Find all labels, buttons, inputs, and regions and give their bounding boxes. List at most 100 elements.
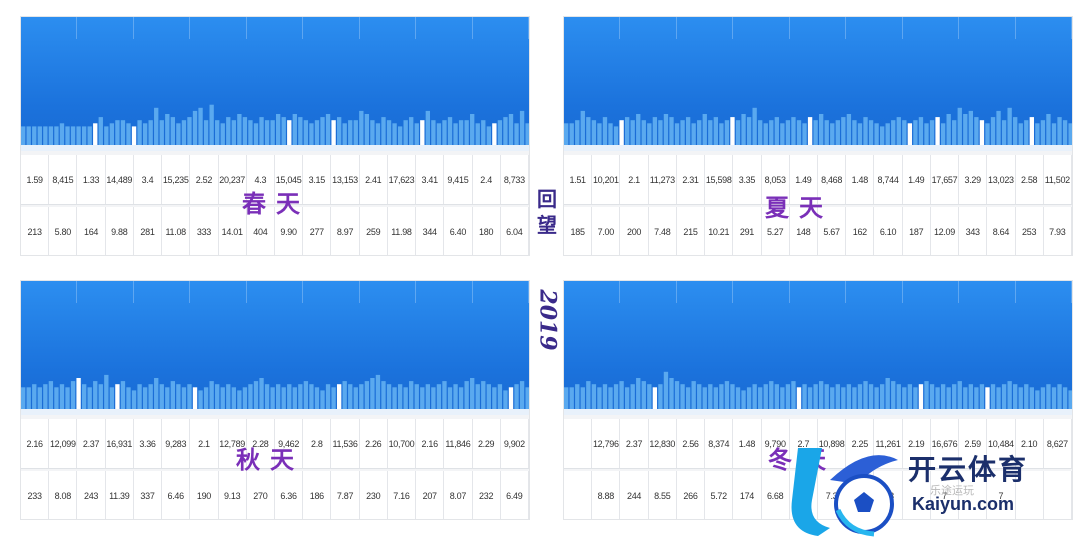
panel-summer: 1.51 10,201 2.1 11,273 2.31 15,598 3.35 8,053 1.… xyxy=(563,16,1073,256)
stat-value: 2.31 xyxy=(682,174,699,185)
bar xyxy=(364,114,370,145)
stat-cell: 13,023 xyxy=(987,155,1016,204)
stat-cell: 5.27 xyxy=(762,207,790,255)
stat-value: 11.39 xyxy=(109,490,130,501)
bar xyxy=(215,384,220,409)
stat-value: 7.16 xyxy=(393,490,410,501)
bar xyxy=(131,126,137,145)
bar xyxy=(464,120,469,145)
bar xyxy=(1024,384,1029,409)
stat-cell: 9.90 xyxy=(275,207,304,255)
bar xyxy=(497,120,503,145)
stat-value: 6.10 xyxy=(879,226,897,237)
header-cell xyxy=(564,281,621,303)
bar xyxy=(203,387,209,409)
stat-value: 3.36 xyxy=(139,438,156,449)
stat-value: 8,374 xyxy=(708,438,730,449)
bar xyxy=(602,384,608,409)
bar xyxy=(868,120,874,145)
bar xyxy=(325,384,331,409)
bar xyxy=(802,123,807,145)
bar xyxy=(137,384,142,409)
bar xyxy=(813,120,818,145)
bar xyxy=(1062,120,1068,145)
stat-cell: 185 xyxy=(564,207,593,255)
header-cell xyxy=(1016,281,1072,303)
stat-value: 244 xyxy=(626,490,642,501)
bar xyxy=(885,378,890,409)
bar xyxy=(741,114,746,145)
bar xyxy=(231,387,236,409)
stat-cell: 1.49 xyxy=(790,155,818,204)
stat-value: 4.3 xyxy=(254,174,267,185)
stat-cell: 11.39 xyxy=(106,471,134,519)
bar xyxy=(1001,384,1007,409)
bar xyxy=(26,126,31,145)
stat-value: 7 xyxy=(998,490,1004,501)
stat-cell: 2.19 xyxy=(903,419,931,468)
bar xyxy=(403,120,408,145)
stat-cell: 2.10 xyxy=(1016,419,1044,468)
header-cell xyxy=(134,17,191,39)
bar xyxy=(220,387,225,409)
bar xyxy=(436,384,442,409)
bar xyxy=(231,120,236,145)
stat-cell: 6.04 xyxy=(501,207,529,255)
header-cell xyxy=(790,17,847,39)
bar xyxy=(630,384,635,409)
stat-value: 12,830 xyxy=(649,438,676,449)
stat-cell: 2.59 xyxy=(959,419,988,468)
stat-cell: 10,201 xyxy=(592,155,621,204)
stat-value: 9,902 xyxy=(503,438,525,449)
stat-cell: 6.46 xyxy=(162,471,191,519)
stat-value: 12,099 xyxy=(49,438,76,449)
stat-cell: 162 xyxy=(846,207,875,255)
bar xyxy=(292,387,297,409)
bar xyxy=(525,387,529,409)
stat-cell: 333 xyxy=(190,207,219,255)
bar xyxy=(774,117,779,145)
bar xyxy=(636,378,641,409)
stat-cell: 6.10 xyxy=(874,207,903,255)
bar xyxy=(21,126,26,145)
bar xyxy=(1051,123,1057,145)
stat-cell: 5.72 xyxy=(705,471,734,519)
stat-value: 2.25 xyxy=(851,438,869,449)
bar xyxy=(674,123,680,145)
bar xyxy=(120,120,126,145)
bar xyxy=(514,123,519,145)
stat-cell: 11.98 xyxy=(388,207,417,255)
stat-value: 174 xyxy=(739,490,754,501)
bar xyxy=(492,387,497,409)
bar xyxy=(104,126,109,145)
stat-cell: 233 xyxy=(21,471,50,519)
stat-value: 6.49 xyxy=(506,490,523,501)
bar xyxy=(420,120,425,145)
bar xyxy=(81,384,87,409)
stat-cell: 8,374 xyxy=(705,419,734,468)
stat-cell: 15,598 xyxy=(705,155,734,204)
stat-value: 3.29 xyxy=(964,174,982,185)
bar xyxy=(619,381,624,409)
bar xyxy=(192,387,198,409)
stat-value: 8,415 xyxy=(52,174,74,185)
bar xyxy=(708,384,713,409)
bar xyxy=(187,117,192,145)
bar xyxy=(819,381,824,409)
bar xyxy=(253,123,259,145)
bar xyxy=(785,384,791,409)
bar xyxy=(93,381,98,409)
stat-value: 13,153 xyxy=(332,174,358,185)
bar xyxy=(763,123,768,145)
stat-value: 2.58 xyxy=(1020,174,1038,185)
bar xyxy=(464,381,469,409)
bar xyxy=(719,384,724,409)
bar xyxy=(1068,390,1072,409)
bar xyxy=(913,387,918,409)
stat-value: 7.00 xyxy=(597,226,615,237)
stat-value: 2.8 xyxy=(310,438,323,449)
stat-value: 5.80 xyxy=(54,226,72,237)
stat-cell: 404 xyxy=(247,207,275,255)
stat-value: 8.07 xyxy=(449,490,467,501)
